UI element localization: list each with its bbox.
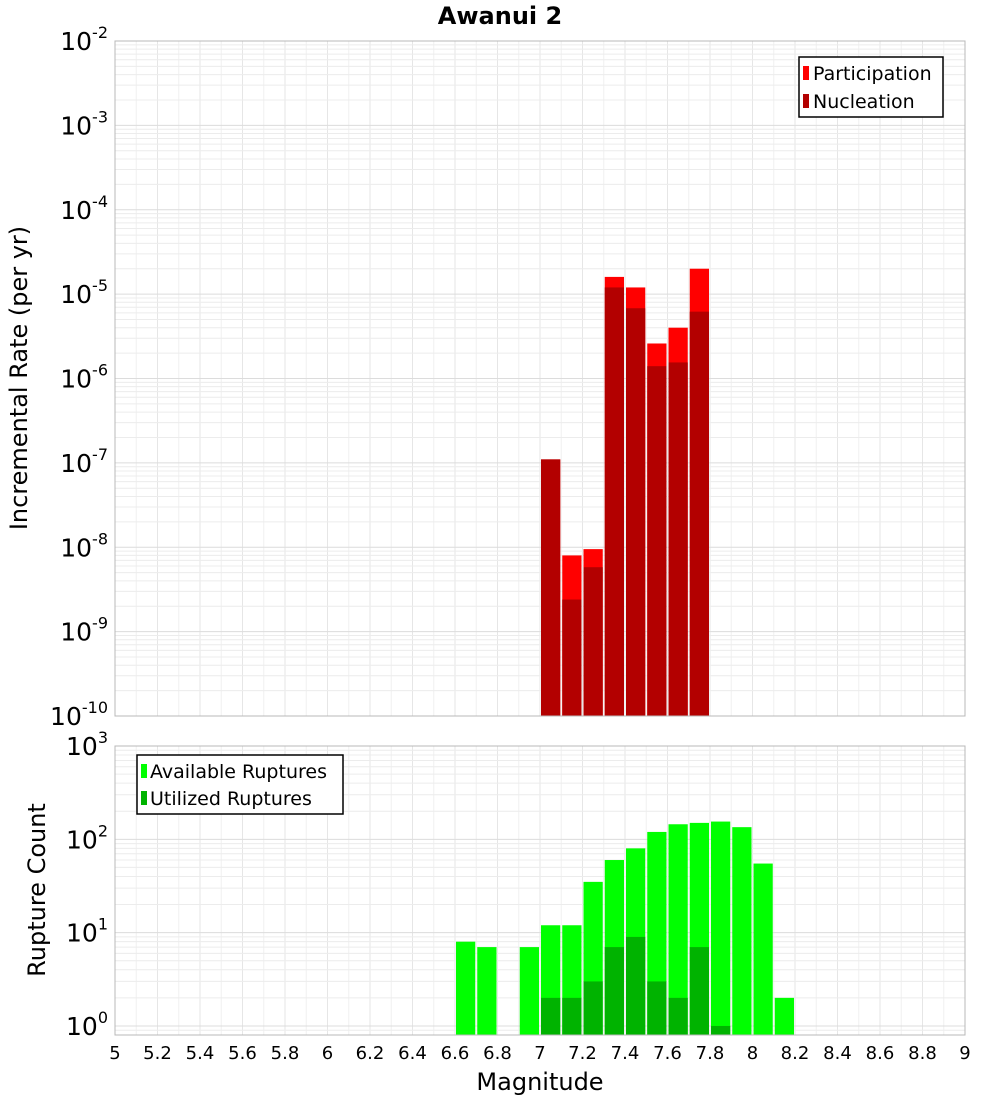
bar-available-ruptures — [753, 863, 773, 1035]
x-tick-label: 8.4 — [823, 1043, 852, 1064]
bar-nucleation — [668, 362, 688, 716]
bar-nucleation — [562, 599, 582, 716]
bottom-plot-x-ticks: 5 5.2 5.4 5.6 5.8 6 6.2 6.4 6.6 6.8 7 7.2 7.4 7.6 7.8 8… — [109, 1043, 970, 1064]
bar-utilized-ruptures — [668, 997, 688, 1035]
bar-nucleation — [604, 287, 624, 716]
bar-nucleation — [583, 567, 603, 716]
x-tick-label: 5.8 — [271, 1043, 300, 1064]
y-tick-label: 10-4 — [60, 192, 108, 225]
y-tick-label: 10-9 — [60, 614, 108, 647]
x-tick-label: 5.6 — [228, 1043, 257, 1064]
y-tick-label: 102 — [66, 821, 108, 854]
y-tick-label: 10-3 — [60, 107, 108, 140]
x-tick-label: 8.2 — [781, 1043, 810, 1064]
bottom-plot-y-ticks: 100 101 102 103 — [66, 728, 108, 1041]
x-tick-label: 6.4 — [398, 1043, 427, 1064]
x-tick-label: 7.8 — [696, 1043, 725, 1064]
bar-utilized-ruptures — [626, 936, 646, 1035]
bar-available-ruptures — [477, 947, 497, 1035]
y-tick-label: 101 — [66, 915, 108, 948]
legend-label-available-ruptures: Available Ruptures — [150, 761, 327, 783]
y-tick-label: 103 — [66, 728, 108, 761]
legend-label-nucleation: Nucleation — [813, 91, 915, 113]
x-tick-label: 6.6 — [441, 1043, 470, 1064]
x-tick-label: 6 — [322, 1043, 333, 1064]
top-plot-y-ticks: 10-10 10-9 10-8 10-7 10-6 10-5 10-4 10-3 10-2 — [50, 23, 108, 731]
x-tick-label: 8.6 — [866, 1043, 895, 1064]
legend-swatch-nucleation — [803, 94, 809, 108]
bottom-plot-bars — [456, 821, 794, 1035]
bar-utilized-ruptures — [541, 997, 561, 1035]
bar-utilized-ruptures — [689, 947, 709, 1035]
bar-utilized-ruptures — [583, 981, 603, 1035]
legend-swatch-participation — [803, 66, 809, 80]
bar-utilized-ruptures — [711, 1025, 731, 1035]
x-tick-label: 5 — [109, 1043, 120, 1064]
x-tick-label: 8 — [747, 1043, 758, 1064]
x-tick-label: 5.2 — [143, 1043, 172, 1064]
x-tick-label: 6.2 — [356, 1043, 385, 1064]
bar-nucleation — [689, 311, 709, 716]
bar-available-ruptures — [711, 821, 731, 1035]
bar-nucleation — [647, 366, 667, 716]
y-tick-label: 10-7 — [60, 445, 108, 478]
legend-label-utilized-ruptures: Utilized Ruptures — [150, 788, 312, 810]
x-tick-label: 7.2 — [568, 1043, 597, 1064]
top-legend: Participation Nucleation — [798, 56, 944, 118]
top-plot-bars — [541, 268, 709, 716]
x-tick-label: 6.8 — [483, 1043, 512, 1064]
bar-available-ruptures — [732, 827, 752, 1035]
top-y-axis-label: Incremental Rate (per yr) — [5, 226, 33, 530]
bottom-legend: Available Ruptures Utilized Ruptures — [136, 754, 344, 815]
x-tick-label: 7.6 — [653, 1043, 682, 1064]
bar-utilized-ruptures — [647, 981, 667, 1035]
y-tick-label: 10-5 — [60, 276, 108, 309]
bar-nucleation — [541, 459, 561, 716]
y-tick-label: 10-8 — [60, 529, 108, 562]
legend-swatch-available-ruptures — [141, 764, 147, 778]
top-plot-grid — [114, 40, 966, 717]
y-tick-label: 10-2 — [60, 23, 108, 56]
legend-swatch-utilized-ruptures — [141, 791, 147, 805]
bottom-legend-box — [136, 754, 344, 815]
bar-available-ruptures — [456, 941, 476, 1035]
x-tick-label: 7.4 — [611, 1043, 640, 1064]
legend-label-participation: Participation — [813, 63, 932, 85]
y-tick-label: 10-10 — [50, 698, 108, 731]
bar-nucleation — [626, 308, 646, 716]
bar-available-ruptures — [668, 824, 688, 1035]
bottom-y-axis-label: Rupture Count — [23, 803, 51, 977]
chart-title: Awanui 2 — [438, 2, 562, 30]
bottom-plot-frame — [114, 745, 966, 1036]
top-plot-frame — [114, 40, 966, 717]
x-tick-label: 7 — [534, 1043, 545, 1064]
bar-utilized-ruptures — [604, 947, 624, 1035]
y-tick-label: 10-6 — [60, 361, 108, 394]
top-legend-box — [798, 56, 944, 118]
x-tick-label: 5.4 — [186, 1043, 215, 1064]
bar-available-ruptures — [519, 947, 539, 1035]
x-axis-label: Magnitude — [476, 1068, 603, 1096]
y-tick-label: 100 — [66, 1008, 108, 1041]
bar-available-ruptures — [774, 997, 794, 1035]
bar-utilized-ruptures — [562, 997, 582, 1035]
x-tick-label: 8.8 — [908, 1043, 937, 1064]
x-tick-label: 9 — [959, 1043, 970, 1064]
